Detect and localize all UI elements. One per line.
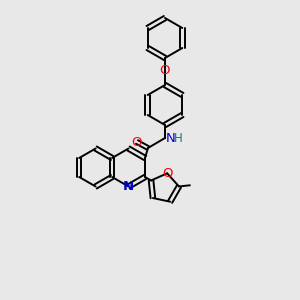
Text: N: N <box>123 180 134 193</box>
Text: O: O <box>162 167 172 180</box>
Text: O: O <box>132 136 142 148</box>
Text: N: N <box>166 131 176 145</box>
Text: O: O <box>160 64 170 76</box>
Text: H: H <box>174 131 183 145</box>
